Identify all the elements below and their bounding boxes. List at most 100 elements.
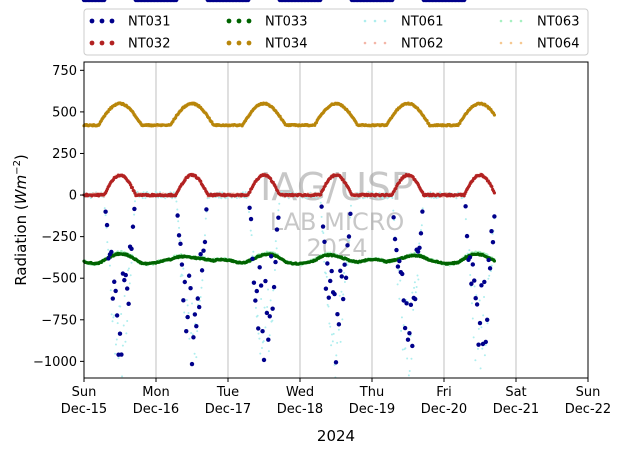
data-point (488, 274, 491, 277)
data-point (197, 304, 202, 310)
data-point (477, 327, 480, 330)
data-point (333, 360, 339, 365)
x-axis: Sun Dec-15 Mon Dec-16 Tue Dec-17 Wed Dec-18 Thu D… (61, 378, 611, 417)
data-point (401, 298, 406, 303)
data-point (104, 222, 110, 228)
legend-item-nt061: NT061 (363, 15, 443, 30)
data-point (402, 324, 405, 327)
data-point (194, 323, 199, 329)
data-point (343, 280, 346, 283)
data-point (338, 294, 341, 297)
data-point (263, 306, 266, 309)
data-point (179, 275, 182, 278)
data-point (393, 219, 396, 222)
data-point (336, 341, 339, 344)
data-point (132, 206, 137, 212)
data-point (261, 357, 267, 363)
data-point (112, 279, 117, 284)
data-point (490, 264, 493, 267)
legend-item-nt064: NT064 (499, 37, 579, 52)
data-point (268, 334, 271, 337)
data-point (204, 207, 209, 212)
data-point (402, 325, 408, 331)
data-point (327, 305, 330, 308)
data-point (244, 191, 247, 194)
data-point (472, 278, 477, 283)
data-point (203, 234, 206, 237)
legend-marker (499, 19, 503, 23)
data-point (110, 296, 116, 301)
data-point (335, 312, 340, 317)
data-point (417, 245, 422, 250)
data-point (126, 301, 131, 307)
data-point (342, 293, 345, 296)
data-point (267, 288, 270, 291)
data-point (266, 306, 269, 309)
data-point (128, 282, 131, 285)
data-point (273, 259, 278, 265)
data-point (455, 197, 458, 200)
data-point (122, 324, 125, 327)
data-point (224, 197, 227, 200)
data-point (492, 259, 496, 263)
data-point (254, 306, 257, 309)
y-tick-label: 250 (52, 147, 77, 162)
y-tick-label: −1000 (33, 355, 77, 370)
data-point (181, 274, 184, 277)
data-point (410, 357, 413, 360)
legend-marker (373, 19, 377, 23)
data-point (177, 220, 180, 223)
data-point (274, 227, 280, 232)
data-point (248, 210, 251, 213)
data-point (339, 340, 342, 343)
data-point (325, 261, 330, 266)
data-point (408, 302, 414, 308)
x-tick-label-day: Sat (505, 385, 526, 400)
data-point (397, 258, 402, 264)
series-nt031 (81, 0, 497, 367)
legend-item-nt033: NT033 (226, 15, 307, 30)
data-point (415, 285, 418, 288)
watermark: IAG/USP LAB MICRO 2024 (260, 165, 414, 262)
data-point (179, 262, 185, 267)
data-point (107, 248, 110, 251)
data-point (273, 268, 276, 271)
data-point (474, 302, 480, 307)
data-point (315, 196, 318, 199)
plot-frame (83, 61, 589, 379)
data-point (391, 196, 394, 199)
data-point (475, 294, 478, 297)
data-point (338, 268, 343, 274)
data-point (112, 316, 115, 319)
data-point (271, 284, 277, 290)
data-point (257, 265, 262, 270)
data-point (267, 314, 272, 319)
legend-marker (363, 41, 367, 45)
data-point (321, 230, 324, 233)
data-point (271, 319, 274, 322)
data-point (245, 0, 251, 3)
data-point (133, 213, 136, 216)
data-point (144, 197, 147, 200)
data-point (175, 213, 180, 218)
data-point (164, 197, 167, 200)
data-point (110, 313, 113, 316)
data-point (130, 224, 136, 229)
data-point (348, 239, 351, 242)
data-point (260, 347, 263, 350)
data-point (415, 249, 421, 254)
data-point (349, 216, 352, 219)
data-point (400, 316, 403, 319)
data-point (470, 262, 475, 267)
data-point (136, 190, 139, 193)
data-point (127, 269, 130, 272)
data-point (400, 271, 405, 277)
data-point (122, 277, 127, 283)
data-point (198, 299, 201, 302)
data-point (108, 264, 111, 267)
data-point (201, 279, 204, 282)
data-point (418, 242, 421, 245)
legend-label: NT063 (537, 15, 579, 30)
x-tick-label-date: Dec-20 (421, 402, 467, 417)
data-point (420, 224, 423, 227)
